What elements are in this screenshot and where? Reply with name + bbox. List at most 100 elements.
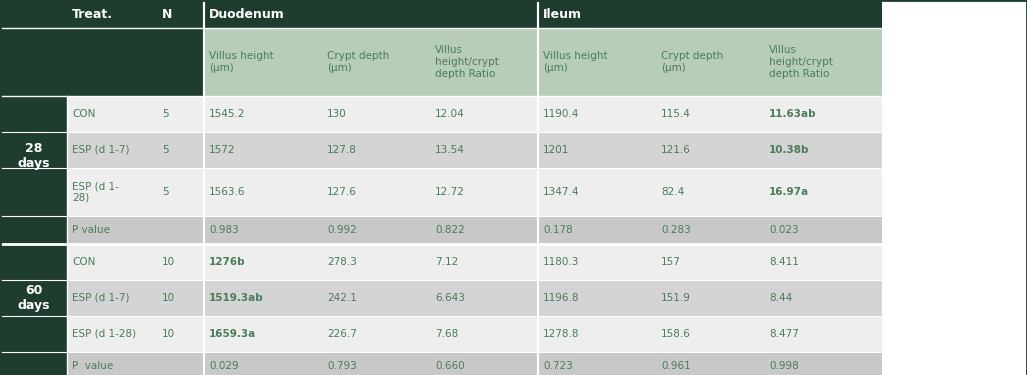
Text: ESP (d 1-28): ESP (d 1-28) (72, 329, 137, 339)
Text: 1201: 1201 (543, 145, 569, 155)
Bar (430, 96, 538, 132)
Bar (157, 280, 204, 316)
Bar (204, 96, 322, 132)
Bar (204, 280, 322, 316)
Text: ESP (d 1-7): ESP (d 1-7) (72, 145, 129, 155)
Bar (538, 216, 656, 244)
Text: 7.68: 7.68 (435, 329, 458, 339)
Text: 1563.6: 1563.6 (210, 187, 245, 197)
Text: 226.7: 226.7 (327, 329, 356, 339)
Text: N: N (162, 8, 173, 21)
Text: 1190.4: 1190.4 (543, 109, 579, 119)
Text: 28
days: 28 days (17, 142, 49, 170)
Bar (656, 280, 764, 316)
Bar (764, 96, 882, 132)
Text: 0.283: 0.283 (661, 225, 691, 235)
Text: 12.72: 12.72 (435, 187, 465, 197)
Text: 1519.3ab: 1519.3ab (210, 293, 264, 303)
Text: 242.1: 242.1 (327, 293, 356, 303)
Text: 1659.3a: 1659.3a (210, 329, 257, 339)
Text: 121.6: 121.6 (661, 145, 691, 155)
Bar (656, 352, 764, 375)
Text: 5: 5 (162, 109, 168, 119)
Text: 16.97a: 16.97a (769, 187, 809, 197)
Text: 278.3: 278.3 (327, 257, 356, 267)
Bar (67, 168, 157, 216)
Bar (67, 28, 157, 96)
Bar (764, 216, 882, 244)
Bar (204, 216, 322, 244)
Bar (0, 28, 67, 96)
Bar (157, 132, 204, 168)
Bar (322, 132, 430, 168)
Text: 1278.8: 1278.8 (543, 329, 579, 339)
Text: 158.6: 158.6 (661, 329, 691, 339)
Bar (656, 132, 764, 168)
Bar (538, 0, 882, 28)
Text: 5: 5 (162, 187, 168, 197)
Bar (322, 96, 430, 132)
Text: 10.38b: 10.38b (769, 145, 809, 155)
Text: ESP (d 1-
28): ESP (d 1- 28) (72, 181, 119, 203)
Bar (430, 280, 538, 316)
Text: 10: 10 (162, 257, 176, 267)
Text: 157: 157 (661, 257, 681, 267)
Text: 13.54: 13.54 (435, 145, 465, 155)
Bar (67, 0, 157, 28)
Bar (538, 28, 656, 96)
Bar (67, 280, 157, 316)
Bar (204, 168, 322, 216)
Text: P  value: P value (72, 361, 113, 371)
Bar (538, 168, 656, 216)
Bar (656, 244, 764, 280)
Text: 151.9: 151.9 (661, 293, 691, 303)
Bar (67, 216, 157, 244)
Bar (764, 316, 882, 352)
Text: 5: 5 (162, 145, 168, 155)
Bar (204, 0, 538, 28)
Bar (430, 28, 538, 96)
Text: 0.961: 0.961 (661, 361, 691, 371)
Text: Villus
height/crypt
depth Ratio: Villus height/crypt depth Ratio (769, 45, 833, 79)
Bar (538, 316, 656, 352)
Text: 115.4: 115.4 (661, 109, 691, 119)
Text: 1545.2: 1545.2 (210, 109, 245, 119)
Bar (538, 132, 656, 168)
Text: 0.178: 0.178 (543, 225, 573, 235)
Bar (0, 0, 67, 28)
Bar (322, 216, 430, 244)
Bar (538, 96, 656, 132)
Bar (430, 352, 538, 375)
Text: 82.4: 82.4 (661, 187, 684, 197)
Bar (204, 244, 322, 280)
Bar (157, 352, 204, 375)
Text: Treat.: Treat. (72, 8, 113, 21)
Text: 0.983: 0.983 (210, 225, 238, 235)
Bar (656, 168, 764, 216)
Text: 1572: 1572 (210, 145, 235, 155)
Bar (430, 316, 538, 352)
Bar (538, 280, 656, 316)
Bar (204, 28, 322, 96)
Bar (67, 132, 157, 168)
Text: Villus height
(μm): Villus height (μm) (210, 51, 273, 73)
Text: 8.477: 8.477 (769, 329, 799, 339)
Text: 8.411: 8.411 (769, 257, 799, 267)
Bar (656, 96, 764, 132)
Text: 10: 10 (162, 293, 176, 303)
Text: Crypt depth
(μm): Crypt depth (μm) (327, 51, 389, 73)
Bar (157, 244, 204, 280)
Bar (656, 316, 764, 352)
Bar (538, 244, 656, 280)
Text: 1180.3: 1180.3 (543, 257, 579, 267)
Bar (430, 216, 538, 244)
Bar (764, 132, 882, 168)
Text: 0.723: 0.723 (543, 361, 573, 371)
Text: 0.793: 0.793 (327, 361, 356, 371)
Bar (157, 168, 204, 216)
Bar (538, 352, 656, 375)
Text: 60
days: 60 days (17, 284, 49, 312)
Text: 10: 10 (162, 329, 176, 339)
Text: 1196.8: 1196.8 (543, 293, 579, 303)
Text: 8.44: 8.44 (769, 293, 792, 303)
